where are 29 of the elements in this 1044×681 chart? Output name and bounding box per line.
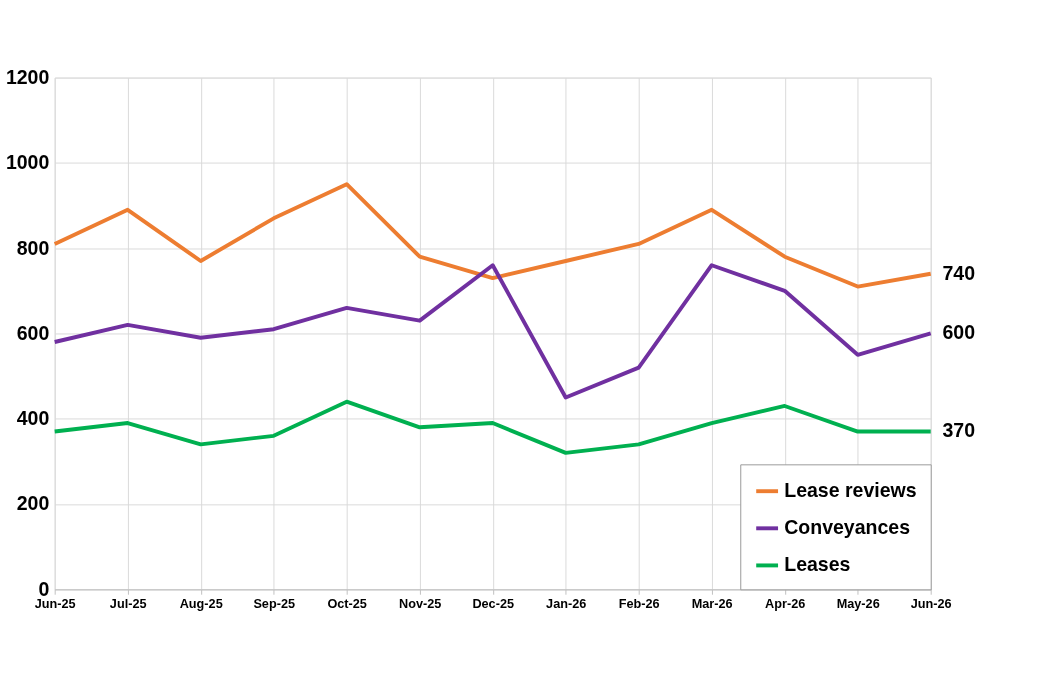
x-tick-label: Jan-26 [546, 597, 587, 612]
legend-label: Lease reviews [784, 479, 917, 502]
y-tick-label: 400 [16, 407, 50, 430]
x-tick-label: Apr-26 [765, 597, 806, 612]
y-tick-label: 200 [16, 492, 50, 515]
x-tick-label: May-26 [836, 597, 880, 612]
x-tick-label: Mar-26 [691, 597, 733, 612]
x-tick-label: Nov-25 [399, 597, 442, 612]
legend-label: Leases [784, 553, 851, 576]
data-label: 740 [942, 261, 976, 284]
legend-label: Conveyances [784, 516, 911, 539]
x-tick-label: Feb-26 [618, 597, 660, 612]
data-label: 600 [942, 321, 976, 344]
x-tick-label: Oct-25 [327, 597, 367, 612]
x-tick-label: Jun-25 [34, 597, 76, 612]
x-tick-label: Dec-25 [472, 597, 514, 612]
line-series [52, 263, 933, 400]
y-tick-label: 1200 [5, 65, 50, 88]
line-series [52, 182, 933, 289]
x-tick-label: Aug-25 [179, 597, 223, 612]
line-series [52, 399, 933, 455]
y-tick-label: 0 [38, 577, 50, 600]
x-tick-label: Jun-26 [910, 597, 952, 612]
data-label: 370 [942, 419, 976, 442]
y-tick-label: 1000 [5, 151, 50, 174]
y-tick-label: 600 [16, 321, 50, 344]
y-tick-label: 800 [16, 236, 50, 259]
x-tick-label: Sep-25 [253, 597, 295, 612]
x-tick-label: Jul-25 [109, 597, 147, 612]
